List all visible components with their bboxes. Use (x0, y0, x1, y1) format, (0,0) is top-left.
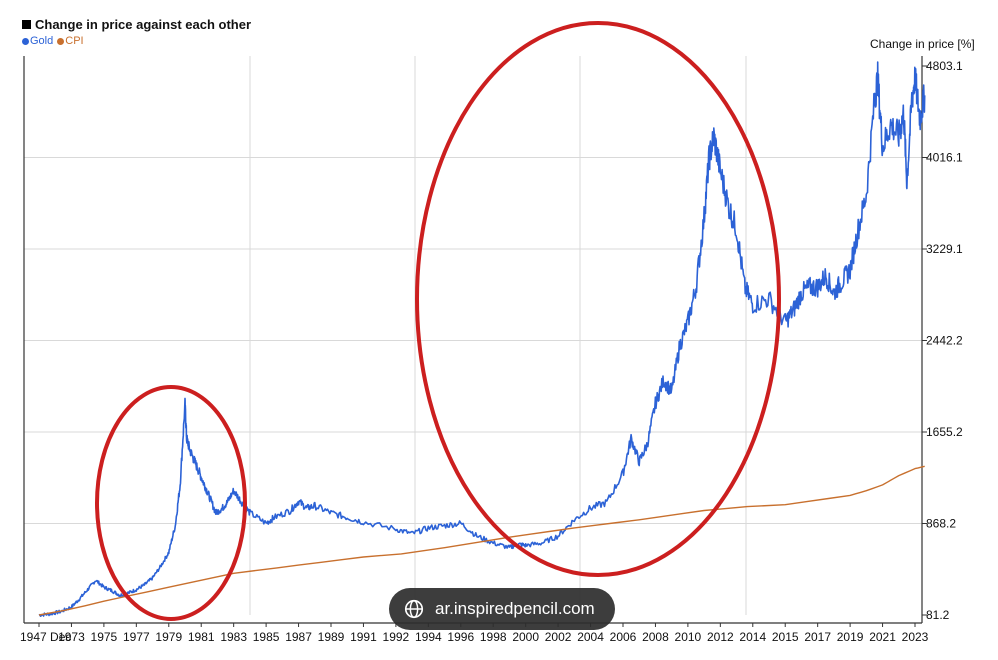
x-tick-label: 2014 (739, 630, 766, 644)
x-tick-label: 1947 Dec (20, 630, 71, 644)
series-line-gold (38, 61, 926, 618)
x-tick-label: 1975 (91, 630, 118, 644)
x-tick-label: 2006 (610, 630, 637, 644)
x-tick-label: 1977 (123, 630, 150, 644)
x-tick-label: 1989 (318, 630, 345, 644)
y-tick-label: 4803.1 (926, 59, 963, 73)
y-tick-label: 3229.1 (926, 242, 963, 256)
x-tick-label: 2008 (642, 630, 669, 644)
x-tick-label: 1983 (220, 630, 247, 644)
y-tick-label: 868.2 (926, 516, 956, 530)
y-axis-label: Change in price [%] (870, 37, 975, 51)
legend-dot-cpi-icon (57, 37, 65, 45)
legend-item-gold[interactable]: Gold (22, 35, 53, 47)
x-tick-label: 2019 (837, 630, 864, 644)
legend-item-cpi[interactable]: CPI (57, 35, 84, 47)
x-tick-label: 2017 (804, 630, 831, 644)
x-tick-label: 1973 (58, 630, 85, 644)
y-tick-label: 2442.2 (926, 333, 963, 347)
y-tick-label: 1655.2 (926, 425, 963, 439)
chart-title: Change in price against each other (22, 17, 251, 32)
x-tick-label: 2012 (707, 630, 734, 644)
red-circle-2000-2012-rise (415, 21, 781, 577)
x-tick-label: 1994 (415, 630, 442, 644)
title-square-icon (22, 20, 31, 29)
y-tick-label: 81.2 (926, 608, 950, 622)
globe-icon (404, 599, 424, 619)
x-tick-label: 2021 (869, 630, 896, 644)
x-tick-label: 1987 (285, 630, 312, 644)
x-tick-label: 2010 (675, 630, 702, 644)
legend-label-cpi: CPI (65, 35, 84, 47)
x-tick-label: 1985 (253, 630, 280, 644)
y-tick-label: 4016.1 (926, 151, 963, 165)
series-line-cpi (38, 465, 925, 616)
x-tick-label: 2015 (772, 630, 799, 644)
x-tick-label: 1998 (480, 630, 507, 644)
x-tick-label: 2000 (512, 630, 539, 644)
x-tick-label: 1996 (447, 630, 474, 644)
x-tick-label: 2002 (545, 630, 572, 644)
x-tick-label: 1991 (350, 630, 377, 644)
red-circle-1979-spike (95, 385, 247, 621)
legend-dot-gold-icon (22, 37, 29, 45)
x-tick-label: 1981 (188, 630, 215, 644)
watermark-text: ar.inspiredpencil.com (435, 599, 595, 618)
chart-title-text: Change in price against each other (35, 17, 251, 32)
x-tick-label: 1979 (155, 630, 182, 644)
legend-label-gold: Gold (30, 35, 54, 47)
legend: Gold CPI (22, 35, 84, 47)
watermark[interactable]: ar.inspiredpencil.com (389, 588, 615, 630)
x-tick-label: 2004 (577, 630, 604, 644)
x-tick-label: 1992 (383, 630, 410, 644)
x-tick-label: 2023 (902, 630, 929, 644)
